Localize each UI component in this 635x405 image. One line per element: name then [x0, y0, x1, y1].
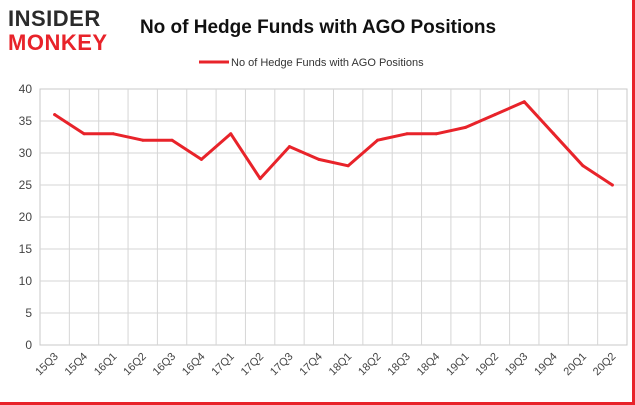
x-tick-label: 20Q2 [591, 351, 619, 379]
data-point [317, 157, 321, 161]
x-tick-label: 20Q1 [562, 351, 590, 379]
series-line [53, 100, 614, 187]
data-point [229, 132, 233, 136]
y-tick-label: 0 [25, 338, 32, 352]
x-tick-label: 17Q3 [268, 351, 296, 379]
x-tick-label: 16Q1 [92, 351, 120, 379]
x-tick-label: 16Q2 [121, 351, 149, 379]
data-point [434, 132, 438, 136]
x-tick-label: 18Q3 [385, 351, 413, 379]
legend-label: No of Hedge Funds with AGO Positions [231, 57, 424, 69]
data-point [376, 138, 380, 142]
y-tick-label: 35 [19, 114, 33, 128]
x-tick-label: 17Q4 [297, 351, 325, 379]
x-tick-label: 16Q4 [180, 351, 208, 379]
x-tick-label: 16Q3 [151, 351, 179, 379]
insider-monkey-logo: INSIDER MONKEY [8, 6, 108, 55]
chart-title: No of Hedge Funds with AGO Positions [140, 17, 496, 38]
y-axis-ticks: 0 5 10 15 20 25 30 35 40 [19, 82, 33, 352]
y-tick-label: 40 [19, 82, 33, 96]
x-tick-label: 19Q3 [503, 351, 531, 379]
data-point [170, 138, 174, 142]
data-point [522, 100, 526, 104]
y-tick-label: 5 [25, 306, 32, 320]
data-point [199, 157, 203, 161]
data-point [464, 125, 468, 129]
data-point [346, 164, 350, 168]
logo-line1: INSIDER [8, 6, 101, 31]
data-point [493, 113, 497, 117]
data-point [82, 132, 86, 136]
x-tick-label: 19Q4 [532, 351, 560, 379]
data-point [581, 164, 585, 168]
x-tick-label: 15Q3 [33, 351, 61, 379]
logo-line2: MONKEY [8, 30, 108, 55]
y-tick-label: 15 [19, 242, 33, 256]
data-point [141, 138, 145, 142]
x-tick-label: 18Q1 [327, 351, 355, 379]
x-axis-ticks: 15Q3 15Q4 16Q1 16Q2 16Q3 16Q4 17Q1 17Q2 17Q3 17Q4… [33, 351, 618, 379]
y-tick-label: 25 [19, 178, 33, 192]
y-tick-label: 20 [19, 210, 33, 224]
x-tick-label: 19Q2 [474, 351, 502, 379]
y-tick-label: 10 [19, 274, 33, 288]
data-point [287, 145, 291, 149]
data-point [258, 177, 262, 181]
data-point [610, 183, 614, 187]
data-point [552, 132, 556, 136]
x-tick-label: 15Q4 [63, 351, 91, 379]
data-point [111, 132, 115, 136]
x-tick-label: 17Q1 [209, 351, 237, 379]
series-group [53, 100, 614, 187]
data-point [53, 113, 57, 117]
legend: No of Hedge Funds with AGO Positions [199, 57, 424, 69]
x-tick-label: 18Q2 [356, 351, 384, 379]
x-tick-label: 18Q4 [415, 351, 443, 379]
x-tick-label: 19Q1 [444, 351, 472, 379]
gridlines [40, 89, 627, 345]
data-point [405, 132, 409, 136]
y-tick-label: 30 [19, 146, 33, 160]
x-tick-label: 17Q2 [239, 351, 267, 379]
